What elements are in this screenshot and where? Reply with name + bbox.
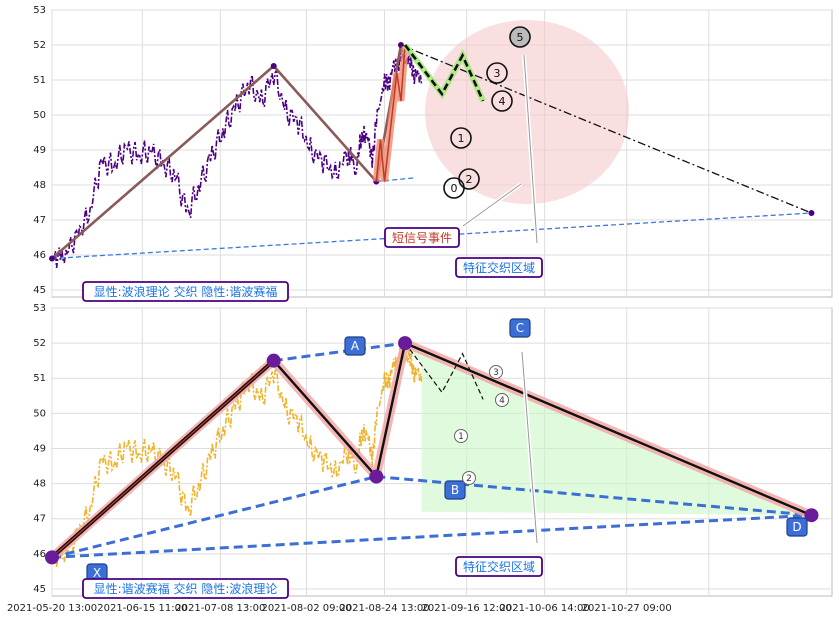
- wave-label-1: 1: [458, 132, 465, 145]
- wave-small-circle: [462, 471, 476, 485]
- x-tick-label: 2021-08-24 13:00: [339, 603, 429, 614]
- wave-small-label-4: 4: [499, 396, 505, 406]
- forecast-zigzag-bottom: [404, 342, 484, 400]
- pattern-point-A: [266, 353, 281, 368]
- y-tick-label: 53: [33, 5, 46, 16]
- y-tick-label: 53: [33, 303, 46, 314]
- x-tick-label: 2021-07-08 13:00: [175, 603, 265, 614]
- wave-label-0: 0: [451, 182, 458, 195]
- legend-box-top-text: 显性:波浪理论 交织 隐性:谐波赛福: [94, 284, 278, 299]
- feature-zone-label-box: [455, 257, 543, 278]
- short-signal-label-box: [384, 227, 460, 248]
- pattern-leg-BC: [375, 342, 407, 477]
- y-tick-label: 46: [33, 549, 46, 560]
- support-trendline-2: [376, 177, 414, 183]
- y-tick-label: 48: [33, 479, 46, 490]
- y-tick-label: 48: [33, 180, 46, 191]
- x-tick-label: 2021-09-16 12:00: [422, 603, 512, 614]
- pattern-point-B: [369, 469, 384, 484]
- y-tick-label: 50: [33, 408, 46, 419]
- wave-point-marker: [270, 63, 277, 69]
- pattern-leg-AB: [272, 359, 378, 478]
- wave-small-circle: [495, 393, 509, 407]
- price-line-top: [53, 48, 423, 269]
- x-tick-label: 2021-05-20 13:00: [7, 603, 97, 614]
- x-tick-label: 2021-08-02 09:00: [261, 603, 351, 614]
- x-tick-label: 2021-10-27 09:00: [582, 603, 672, 614]
- pattern-dashed-AC: [273, 341, 406, 363]
- y-tick-label: 51: [33, 75, 46, 86]
- legend-box-bottom-box: [82, 578, 289, 599]
- wave-label-circle: [491, 90, 513, 112]
- wave-label-4: 4: [499, 95, 506, 108]
- feature-zone-label-text: 特征交织区域: [463, 260, 535, 275]
- wave-small-label-3: 3: [493, 368, 499, 378]
- forecast-zigzag-line: [404, 44, 485, 102]
- pattern-point-C: [398, 336, 413, 351]
- wave-point-marker: [49, 255, 55, 262]
- y-tick-label: 52: [33, 40, 46, 51]
- projection-line: [400, 44, 812, 214]
- y-tick-label: 46: [33, 250, 46, 261]
- pattern-dashed-XD: [51, 513, 812, 559]
- wave-label-5: 5: [517, 31, 524, 44]
- wave-small-label-1: 1: [458, 432, 464, 442]
- wave-label-circle: [450, 127, 472, 149]
- x-tick-label: 2021-10-06 14:00: [500, 603, 590, 614]
- pattern-label-X: X: [93, 566, 101, 580]
- wave-label-circle: [458, 168, 480, 190]
- pattern-label-B: B: [451, 483, 459, 497]
- pattern-label-C: C: [516, 321, 524, 335]
- pattern-point-D: [804, 508, 819, 523]
- pattern-point-X: [45, 550, 59, 565]
- pattern-label-box-C: [509, 318, 531, 338]
- arrow-zone-outline: [523, 54, 538, 244]
- wave-small-circle: [454, 429, 468, 443]
- pattern-label-box-A: [344, 336, 366, 356]
- wave-label-2: 2: [466, 173, 473, 186]
- arrow-signal-outline: [462, 183, 522, 227]
- y-tick-label: 52: [33, 338, 46, 349]
- pattern-label-D: D: [792, 520, 801, 534]
- wave-label-3: 3: [494, 67, 501, 80]
- pattern-label-box-D: [786, 517, 808, 537]
- x-tick-label: 2021-06-15 11:00: [97, 603, 187, 614]
- pattern-label-box-B: [444, 480, 466, 500]
- wave-impulse-line: [375, 44, 406, 182]
- elliott-wave-line: [51, 44, 403, 260]
- y-tick-label: 49: [33, 145, 46, 156]
- y-tick-label: 45: [33, 285, 46, 296]
- wave-label-circle: [486, 62, 508, 84]
- wave-small-circle: [489, 365, 503, 379]
- projection-end-marker: [808, 210, 815, 216]
- pattern-leg-CD: [404, 342, 812, 517]
- feature-zone-label-2-text: 特征交织区域: [463, 559, 535, 574]
- wave-label-circle: [509, 26, 531, 48]
- pattern-leg-xa-inner: [51, 360, 275, 558]
- y-tick-label: 51: [33, 373, 46, 384]
- short-signal-label-text: 短信号事件: [392, 231, 452, 245]
- feature-zone-label-2-box: [455, 556, 543, 577]
- price-line-bottom: [53, 346, 423, 567]
- y-tick-label: 50: [33, 110, 46, 121]
- y-tick-label: 45: [33, 584, 46, 595]
- y-tick-label: 47: [33, 215, 46, 226]
- y-tick-label: 49: [33, 443, 46, 454]
- wave-small-label-2: 2: [466, 474, 472, 484]
- legend-box-bottom-text: 显性:谐波赛福 交织 隐性:波浪理论: [94, 581, 278, 596]
- y-tick-label: 47: [33, 514, 46, 525]
- arrow-zone2-outline: [521, 351, 538, 544]
- pattern-label-A: A: [351, 339, 360, 353]
- legend-box-top-box: [82, 281, 289, 302]
